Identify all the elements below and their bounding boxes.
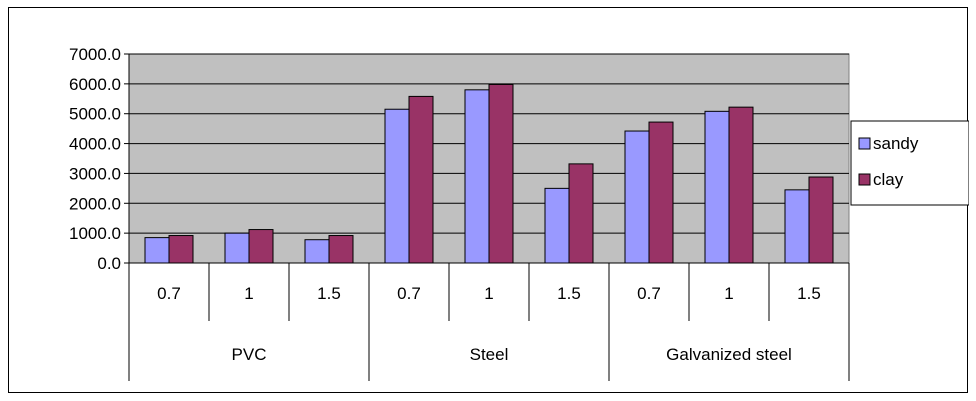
x-category-label: 1 xyxy=(244,284,253,303)
bar-clay xyxy=(568,163,594,264)
x-group-label: Steel xyxy=(470,345,509,364)
bar-sandy xyxy=(704,110,730,264)
x-group-label: PVC xyxy=(232,345,267,364)
x-category-label: 0.7 xyxy=(637,284,661,303)
x-group-label: Galvanized steel xyxy=(666,345,792,364)
legend-swatch-sandy xyxy=(858,137,871,150)
bar-clay xyxy=(648,121,674,264)
y-tick-label: 0.0 xyxy=(97,254,121,273)
legend-label-sandy: sandy xyxy=(873,134,919,153)
legend-swatch-clay xyxy=(858,173,871,186)
legend-label-clay: clay xyxy=(873,170,904,189)
x-category-label: 0.7 xyxy=(157,284,181,303)
y-tick-label: 2000.0 xyxy=(69,194,121,213)
chart-frame: 0.0 1000.0 2000.0 3000.0 4000.0 5000.0 6000.0 7… xyxy=(8,7,969,393)
bar-clay xyxy=(808,176,834,264)
legend: sandy clay xyxy=(850,120,969,206)
bar-sandy xyxy=(304,239,330,264)
bar-clay xyxy=(168,235,194,264)
x-category-label: 1.5 xyxy=(557,284,581,303)
x-category-label: 1 xyxy=(484,284,493,303)
y-tick-label: 7000.0 xyxy=(69,45,121,64)
axis-labels: 0.0 1000.0 2000.0 3000.0 4000.0 5000.0 6000.0 7… xyxy=(69,45,821,364)
bar-clay xyxy=(728,106,754,264)
axes xyxy=(124,53,850,381)
legend-box xyxy=(850,120,969,206)
bar-sandy xyxy=(464,89,490,264)
bar-sandy xyxy=(224,232,250,264)
chart-canvas: 0.0 1000.0 2000.0 3000.0 4000.0 5000.0 6000.0 7… xyxy=(69,45,969,381)
bar-sandy xyxy=(144,237,170,264)
x-category-label: 0.7 xyxy=(397,284,421,303)
x-category-label: 1.5 xyxy=(317,284,341,303)
bar-clay xyxy=(248,229,274,264)
bar-sandy xyxy=(384,108,410,264)
bar-sandy xyxy=(624,130,650,264)
y-tick-label: 3000.0 xyxy=(69,164,121,183)
bar-clay xyxy=(488,83,514,264)
x-category-label: 1 xyxy=(724,284,733,303)
bar-sandy xyxy=(544,187,570,264)
bars xyxy=(144,83,834,264)
y-tick-label: 1000.0 xyxy=(69,224,121,243)
x-category-label: 1.5 xyxy=(797,284,821,303)
y-tick-label: 4000.0 xyxy=(69,135,121,154)
bar-sandy xyxy=(784,189,810,264)
y-tick-label: 6000.0 xyxy=(69,75,121,94)
y-tick-label: 5000.0 xyxy=(69,105,121,124)
bar-clay xyxy=(328,235,354,264)
bar-clay xyxy=(408,95,434,264)
